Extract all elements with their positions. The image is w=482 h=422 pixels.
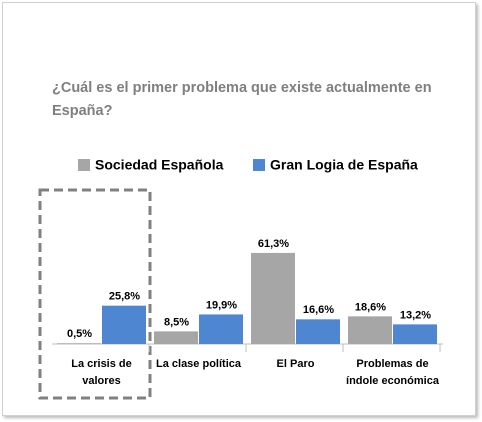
legend-swatch (253, 159, 265, 171)
bar (199, 314, 243, 344)
chart-title: ¿Cuál es el primer problema que existe a… (52, 80, 432, 119)
frame (2, 2, 476, 416)
category-label: Problemas de índole económica (346, 358, 439, 387)
value-label: 16,6% (303, 304, 334, 316)
category-label: La crisis de valores (71, 358, 132, 387)
value-label: 25,8% (109, 291, 140, 303)
legend-label: Gran Logia de España (270, 157, 418, 173)
bar (251, 252, 295, 344)
highlight-box (38, 188, 152, 400)
value-label: 13,2% (400, 309, 431, 321)
bar (57, 343, 101, 344)
category-label: El Paro (276, 358, 315, 370)
bar (296, 319, 340, 344)
legend-label: Sociedad Española (95, 157, 224, 173)
value-label: 0,5% (67, 328, 92, 340)
bar (154, 331, 198, 344)
value-label: 18,6% (355, 301, 386, 313)
bar (393, 324, 437, 344)
legend-swatch (78, 159, 90, 171)
value-label: 61,3% (258, 238, 289, 250)
bar (102, 305, 146, 344)
value-label: 8,5% (164, 316, 189, 328)
value-label: 19,9% (206, 299, 237, 311)
category-label: La clase política (156, 358, 241, 370)
bar (348, 316, 392, 344)
